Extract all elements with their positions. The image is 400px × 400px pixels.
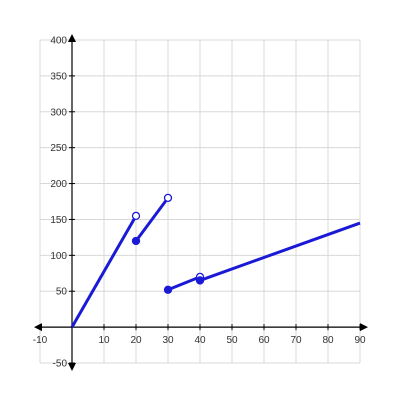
- line-segment: [70, 215, 138, 328]
- y-tick-label: 200: [50, 179, 67, 190]
- open-endpoint: [131, 211, 141, 221]
- y-tick-label: 250: [50, 143, 67, 154]
- x-tick-label: 90: [354, 335, 366, 346]
- open-endpoint: [163, 193, 173, 203]
- y-tick-label: -50: [53, 359, 68, 370]
- y-tick-label: 350: [50, 71, 67, 82]
- tick-labels: -10 10 20 30 40 50 60 70 80 90 -50 50 100 150 200 250 30…: [33, 36, 366, 370]
- y-tick-label: 400: [50, 36, 67, 47]
- y-tick-label: 150: [50, 215, 67, 226]
- x-tick-label: 50: [226, 335, 238, 346]
- x-tick-label: 20: [130, 335, 142, 346]
- x-axis-arrow-right: [360, 323, 368, 332]
- grid: [39, 39, 361, 364]
- y-axis-arrow-up: [68, 34, 76, 42]
- y-tick-label: 100: [50, 251, 67, 262]
- y-tick-label: 50: [56, 287, 68, 298]
- x-tick-label: 40: [194, 335, 206, 346]
- x-tick-label: 60: [258, 335, 270, 346]
- closed-endpoint: [131, 236, 141, 246]
- x-tick-label: -10: [33, 335, 48, 346]
- line-segment: [167, 275, 201, 292]
- x-tick-label: 80: [322, 335, 334, 346]
- axes: [34, 34, 368, 371]
- closed-endpoint: [163, 285, 173, 294]
- x-tick-label: 10: [98, 335, 110, 346]
- line-segment: [134, 197, 170, 242]
- x-axis-arrow-left: [34, 323, 42, 332]
- x-tick-label: 30: [162, 335, 174, 346]
- plot-area: [70, 193, 361, 328]
- line-segment: [199, 221, 361, 282]
- closed-endpoint: [195, 276, 205, 285]
- x-tick-label: 70: [290, 335, 302, 346]
- y-axis-arrow-down: [68, 363, 76, 371]
- y-tick-label: 300: [50, 107, 67, 118]
